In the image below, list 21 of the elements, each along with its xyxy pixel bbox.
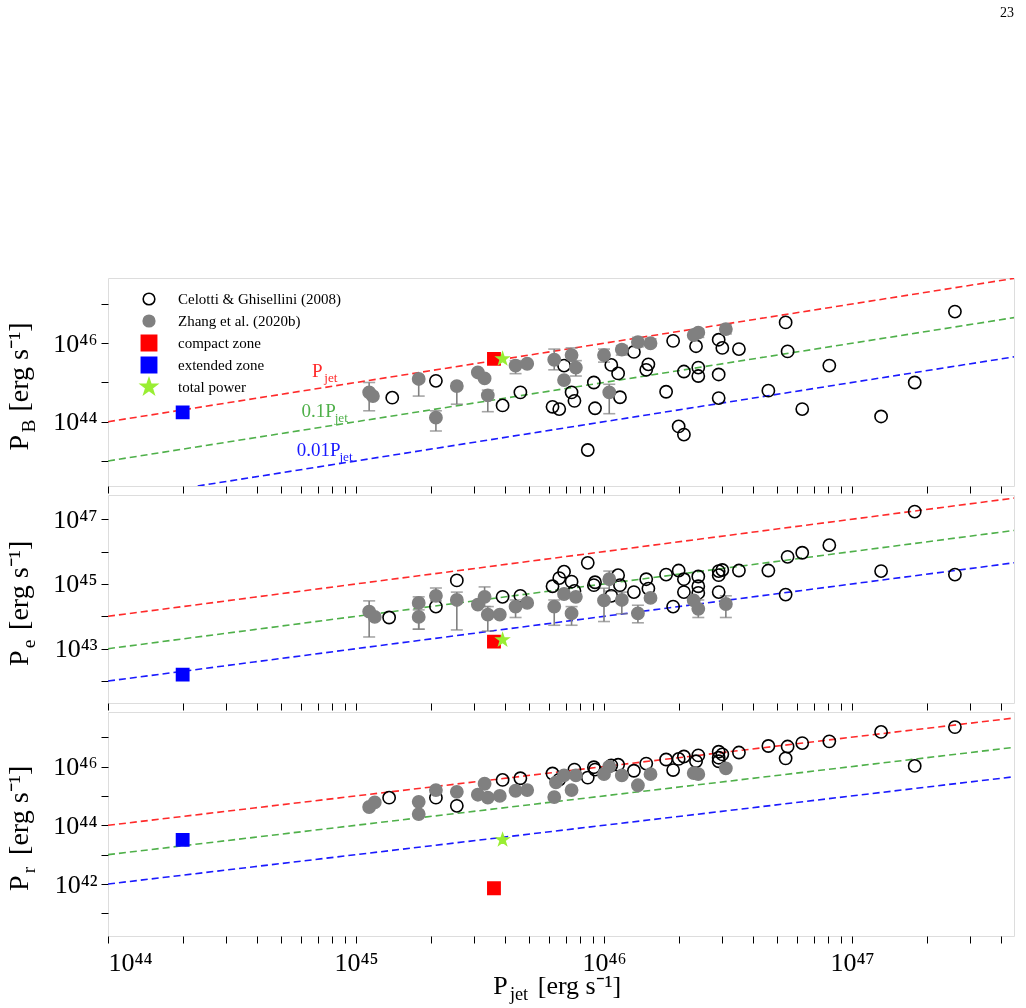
y-tick-label: 10⁴⁶ — [53, 752, 98, 782]
y-tick-label: 10⁴⁵ — [53, 569, 98, 599]
text: 23 — [1000, 5, 1014, 20]
x-tick-label: 10⁴⁶ — [582, 947, 627, 977]
x-tick-label: 10⁴⁴ — [108, 947, 153, 977]
x-tick-label: 10⁴⁷ — [830, 947, 875, 977]
legend-label: compact zone — [178, 335, 262, 351]
legend-label: extended zone — [178, 357, 265, 373]
y-tick-label: 10⁴³ — [54, 634, 98, 664]
y-tick-label: 10⁴⁶ — [53, 328, 98, 358]
y-axis-title: Pr [erg s⁻¹] — [3, 765, 39, 892]
legend-label: Zhang et al. (2020b) — [178, 313, 301, 330]
legend-label: Celotti & Ghisellini (2008) — [178, 291, 341, 308]
y-axis-title: Pe [erg s⁻¹] — [3, 540, 39, 667]
y-tick-label: 10⁴⁴ — [53, 407, 98, 437]
y-axis-title: PB [erg s⁻¹] — [3, 322, 39, 451]
legend-label: total power — [178, 379, 246, 395]
y-tick-label: 10⁴⁴ — [53, 810, 98, 840]
y-tick-label: 10⁴⁷ — [53, 504, 98, 534]
x-tick-label: 10⁴⁵ — [334, 947, 379, 977]
y-tick-label: 10⁴² — [54, 869, 98, 899]
